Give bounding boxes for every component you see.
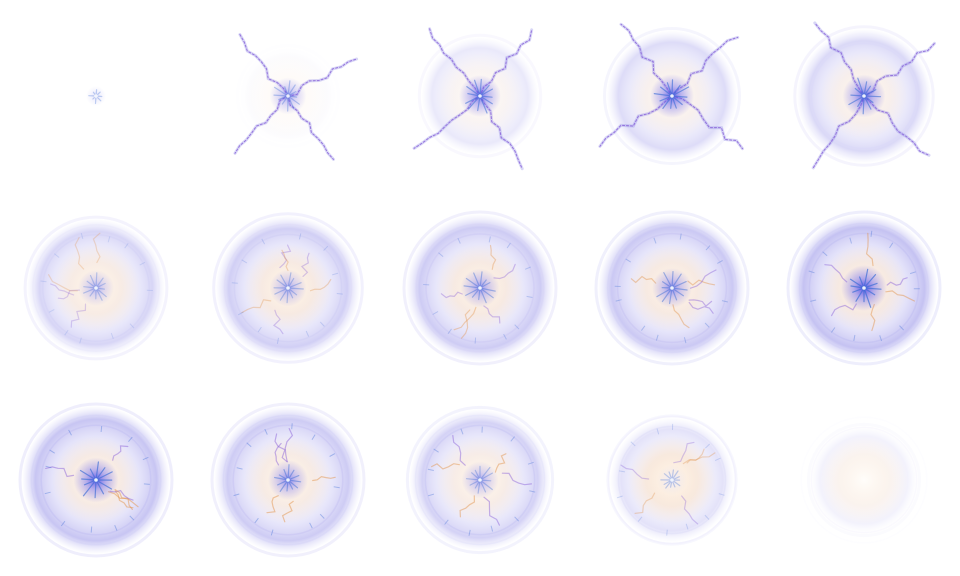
- core-ray: [864, 96, 881, 97]
- explosion-frame-7: [192, 192, 384, 384]
- core-ray: [863, 96, 864, 114]
- sprite-frame-7: [192, 192, 384, 384]
- spark-tick: [232, 283, 238, 284]
- explosion-frame-13: [384, 384, 576, 576]
- explosion-frame-3: [384, 0, 576, 192]
- explosion-frame-4: [576, 0, 768, 192]
- explosion-frame-6: [0, 192, 192, 384]
- warm-glow: [820, 436, 908, 524]
- explosion-frame-15: [768, 384, 960, 576]
- spark-tick: [144, 484, 150, 485]
- core-center: [94, 94, 98, 98]
- core-center: [286, 94, 290, 98]
- sprite-frame-3: [384, 0, 576, 192]
- explosion-frame-5: [768, 0, 960, 192]
- spark-tick: [667, 530, 668, 536]
- core-center: [670, 478, 674, 482]
- explosion-frame-8: [384, 192, 576, 384]
- explosion-frame-14: [576, 384, 768, 576]
- core-center: [286, 286, 290, 290]
- explosion-frame-10: [768, 192, 960, 384]
- core-center: [94, 478, 98, 482]
- explosion-frame-11: [0, 384, 192, 576]
- spark-tick: [292, 423, 293, 429]
- core-center: [478, 286, 482, 290]
- sprite-frame-12: [192, 384, 384, 576]
- explosion-frame-1: [0, 0, 192, 192]
- explosion-frame-9: [576, 192, 768, 384]
- sprite-frame-14: [576, 384, 768, 576]
- spark-tick: [337, 294, 343, 295]
- sprite-frame-6: [0, 192, 192, 384]
- spark-tick: [101, 426, 102, 432]
- core-center: [670, 94, 674, 98]
- core-center: [862, 94, 866, 98]
- explosion-frame-12: [192, 384, 384, 576]
- sprite-frame-5: [768, 0, 960, 192]
- sprite-frame-1: [0, 0, 192, 192]
- explosion-frame-2: [192, 0, 384, 192]
- sprite-frame-15: [768, 384, 960, 576]
- sprite-frame-10: [768, 192, 960, 384]
- core-center: [670, 286, 674, 290]
- sprite-frame-8: [384, 192, 576, 384]
- core-center: [94, 286, 98, 290]
- sprite-frame-11: [0, 384, 192, 576]
- sprite-frame-2: [192, 0, 384, 192]
- sprite-frame-13: [384, 384, 576, 576]
- core-ray: [96, 273, 97, 288]
- spark-tick: [91, 527, 92, 533]
- spark-tick: [475, 338, 476, 344]
- core-center: [478, 94, 482, 98]
- sprite-frame-9: [576, 192, 768, 384]
- core-ray: [672, 80, 673, 96]
- sprite-frame-4: [576, 0, 768, 192]
- core-center: [862, 286, 866, 290]
- core-center: [286, 478, 290, 482]
- core-center: [478, 478, 482, 482]
